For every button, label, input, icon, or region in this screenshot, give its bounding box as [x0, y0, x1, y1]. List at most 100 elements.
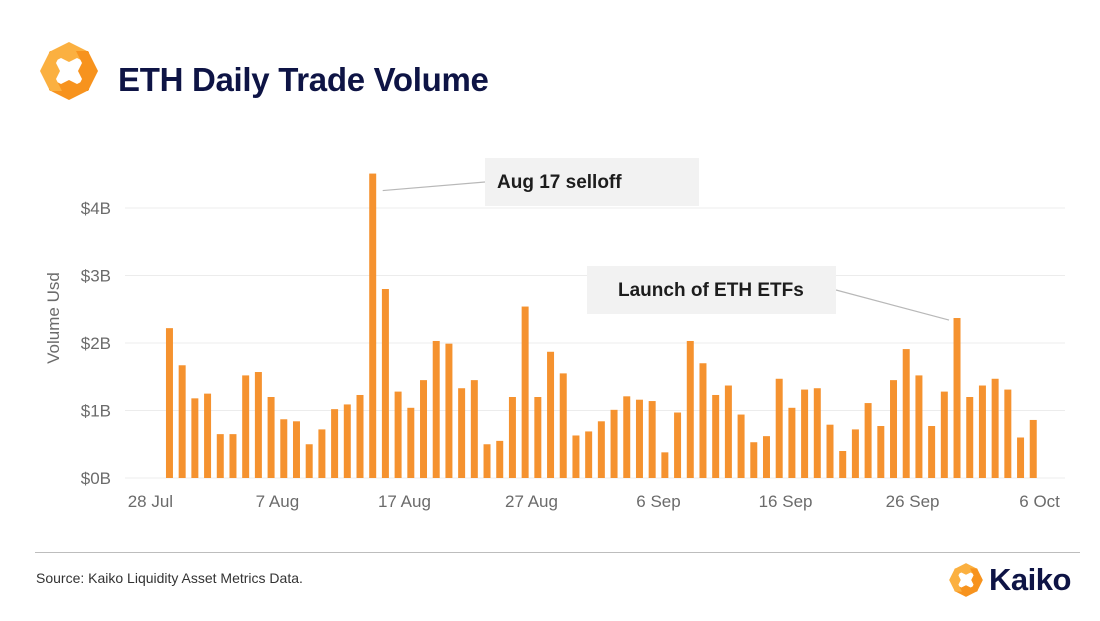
bar — [458, 388, 466, 478]
bar — [305, 444, 313, 478]
bar — [635, 399, 643, 478]
bar — [420, 380, 428, 479]
y-tick-label: $2B — [81, 334, 111, 353]
bar — [343, 404, 351, 478]
bar — [864, 403, 872, 478]
x-axis-ticks: 28 Jul 7 Aug 17 Aug 27 Aug 6 Sep 16 Sep 26 Sep… — [128, 492, 1060, 511]
bar — [267, 397, 275, 478]
y-tick-label: $3B — [81, 267, 111, 286]
x-tick-label: 26 Sep — [886, 492, 940, 511]
bar — [254, 372, 262, 478]
annotation-callout: Aug 17 selloff — [382, 158, 699, 206]
bar — [280, 419, 288, 478]
bar — [966, 397, 974, 478]
y-axis-ticks: $0B $1B $2B $3B $4B — [81, 199, 111, 488]
annotation-leader-line — [835, 289, 950, 321]
bar — [978, 385, 986, 478]
bar — [204, 393, 212, 479]
y-tick-label: $0B — [81, 469, 111, 488]
footer-divider — [35, 552, 1080, 553]
bar — [445, 343, 453, 478]
bar — [1017, 437, 1025, 478]
annotations: Aug 17 selloff Launch of ETH ETFs — [382, 158, 950, 321]
kaiko-logo-icon — [40, 42, 98, 100]
annotation-box — [485, 158, 699, 206]
annotation-callout: Launch of ETH ETFs — [587, 266, 950, 321]
bar — [178, 365, 186, 478]
y-axis-label: Volume Usd — [44, 272, 63, 364]
x-tick-label: 28 Jul — [128, 492, 173, 511]
bar — [839, 451, 847, 478]
bar — [724, 385, 732, 478]
bar — [432, 340, 440, 478]
bar — [661, 452, 669, 478]
bar — [521, 306, 529, 478]
bar — [165, 328, 173, 478]
bar — [470, 380, 478, 479]
kaiko-brand: Kaiko — [948, 560, 1071, 600]
bar — [699, 363, 707, 478]
kaiko-logo-icon — [949, 563, 983, 597]
bar — [483, 444, 491, 478]
annotation-text: Aug 17 selloff — [497, 172, 622, 193]
y-tick-label: $1B — [81, 402, 111, 421]
bar — [1029, 419, 1037, 478]
bar — [318, 429, 326, 478]
brand-name: Kaiko — [989, 562, 1071, 597]
bar — [547, 351, 555, 478]
bar — [928, 426, 936, 478]
bar — [750, 442, 758, 478]
bar — [813, 388, 821, 478]
bar — [775, 378, 783, 478]
bar — [559, 373, 567, 479]
bar — [940, 391, 948, 478]
x-tick-label: 27 Aug — [505, 492, 558, 511]
bar — [356, 394, 364, 478]
bar — [686, 340, 694, 478]
x-tick-label: 6 Sep — [636, 492, 680, 511]
bar — [597, 421, 605, 478]
bar — [915, 375, 923, 478]
gridlines — [125, 207, 1065, 479]
bar — [242, 375, 250, 478]
bar — [508, 397, 516, 478]
bar — [496, 440, 504, 479]
bar — [623, 396, 631, 478]
annotation-box — [587, 266, 836, 314]
bar — [674, 412, 682, 478]
bar — [1004, 389, 1012, 478]
y-tick-label: $4B — [81, 199, 111, 218]
bar — [801, 389, 809, 478]
bar — [851, 429, 859, 478]
bar — [407, 407, 415, 478]
bar — [191, 398, 199, 478]
bar — [826, 424, 834, 478]
bar — [890, 380, 898, 479]
bar — [381, 289, 389, 478]
bar — [762, 436, 770, 478]
bar — [572, 435, 580, 478]
bar — [216, 434, 224, 479]
x-tick-label: 16 Sep — [759, 492, 813, 511]
bar — [991, 378, 999, 478]
bar — [585, 431, 593, 478]
annotation-leader-line — [382, 181, 486, 192]
bar — [902, 349, 910, 478]
bar — [953, 318, 961, 478]
bar — [534, 397, 542, 478]
bar — [292, 421, 300, 478]
bar — [788, 407, 796, 478]
x-tick-label: 6 Oct — [1019, 492, 1060, 511]
bar — [229, 434, 237, 479]
bar-chart: $0B $1B $2B $3B $4B Volume Usd 28 Jul 7 Aug 17… — [44, 158, 1065, 511]
bar — [712, 394, 720, 478]
x-tick-label: 17 Aug — [378, 492, 431, 511]
bar — [610, 409, 618, 478]
bar — [877, 426, 885, 478]
bar — [394, 391, 402, 478]
chart-title: ETH Daily Trade Volume — [118, 61, 489, 98]
annotation-text: Launch of ETH ETFs — [618, 280, 804, 301]
source-note: Source: Kaiko Liquidity Asset Metrics Da… — [36, 570, 303, 586]
bar — [648, 401, 656, 478]
bar — [331, 409, 339, 478]
